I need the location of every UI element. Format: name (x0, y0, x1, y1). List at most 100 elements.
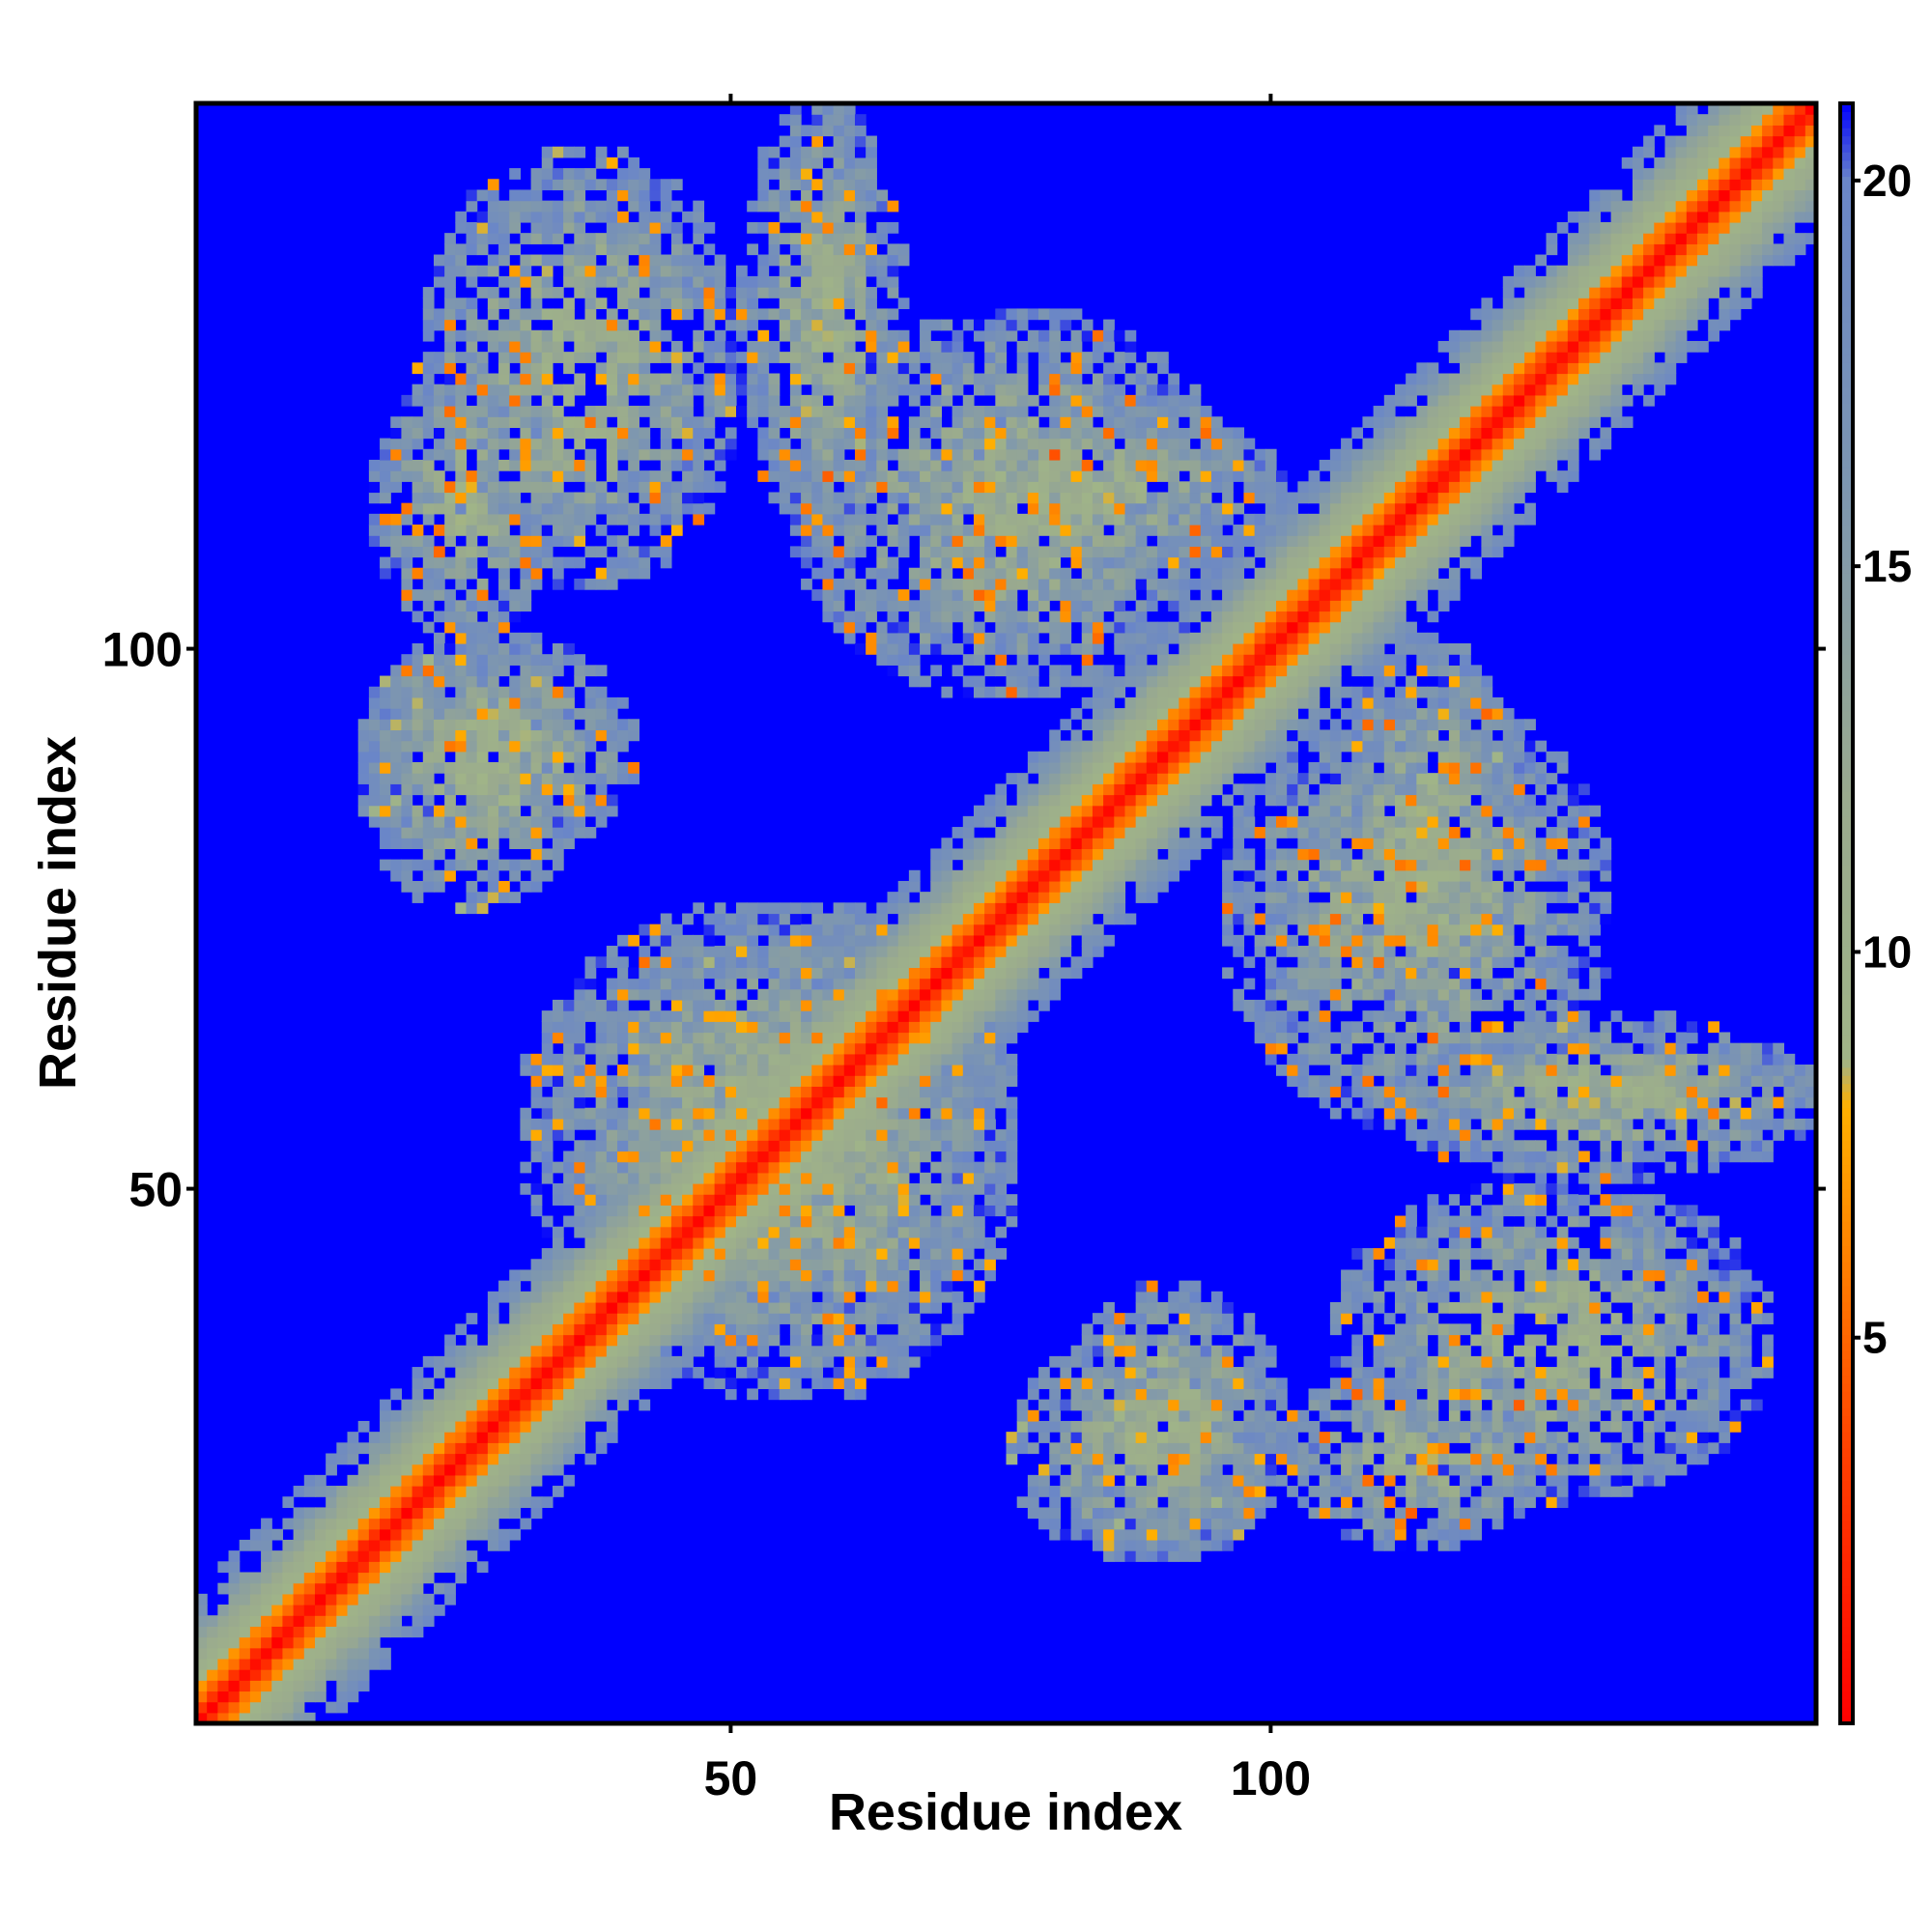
heatmap-cell (412, 1367, 424, 1378)
heatmap-cell (574, 1334, 586, 1347)
heatmap-cell (455, 859, 468, 871)
heatmap-cell (670, 448, 683, 461)
heatmap-cell (1038, 621, 1050, 634)
heatmap-cell (703, 1151, 716, 1163)
heatmap-cell (422, 783, 435, 796)
heatmap-cell (984, 1065, 996, 1076)
heatmap-cell (920, 525, 931, 536)
heatmap-cell (822, 1345, 835, 1357)
heatmap-cell (736, 1226, 748, 1238)
heatmap-cell (606, 1226, 618, 1238)
heatmap-cell (541, 221, 554, 234)
heatmap-cell (833, 1065, 845, 1076)
heatmap-cell (670, 502, 683, 515)
heatmap-cell (487, 869, 499, 882)
heatmap-cell (962, 815, 975, 828)
heatmap-cell (368, 1453, 381, 1465)
heatmap-cell (789, 946, 802, 957)
heatmap-cell (584, 1107, 597, 1120)
heatmap-cell (995, 1129, 1008, 1141)
heatmap-cell (617, 967, 629, 980)
heatmap-cell (390, 761, 403, 774)
heatmap-cell (930, 513, 943, 526)
heatmap-cell (801, 373, 812, 385)
heatmap-cell (822, 103, 835, 115)
heatmap-cell (724, 1118, 737, 1130)
heatmap-cell (649, 1010, 662, 1022)
heatmap-cell (822, 1215, 835, 1228)
heatmap-cell (973, 913, 985, 925)
heatmap-cell (670, 1053, 683, 1065)
heatmap-cell (628, 1280, 639, 1293)
heatmap-cell (422, 1496, 435, 1508)
heatmap-cell (628, 156, 639, 169)
heatmap-cell (466, 513, 478, 526)
heatmap-cell (552, 470, 564, 482)
heatmap-cell (962, 525, 975, 536)
heatmap-cell (801, 438, 812, 450)
heatmap-cell (833, 352, 845, 363)
heatmap-cell (962, 827, 975, 838)
heatmap-cell (887, 632, 899, 644)
heatmap-cell (693, 1065, 705, 1076)
heatmap-cell (768, 1129, 781, 1141)
heatmap-cell (628, 1140, 639, 1152)
heatmap-cell (433, 729, 445, 742)
heatmap-cell (973, 448, 985, 461)
heatmap-cell (1038, 1518, 1050, 1530)
heatmap-cell (347, 1582, 359, 1595)
heatmap-cell (541, 146, 554, 158)
heatmap-cell (995, 513, 1008, 526)
heatmap-cell (595, 1442, 608, 1455)
heatmap-cell (866, 1042, 877, 1055)
heatmap-cell (789, 362, 802, 375)
heatmap-cell (843, 1151, 856, 1163)
heatmap-cell (1016, 308, 1029, 321)
heatmap-cell (682, 1183, 694, 1195)
heatmap-cell (930, 1096, 943, 1109)
heatmap-cell (595, 1259, 608, 1271)
heatmap-cell (866, 611, 877, 623)
heatmap-cell (920, 492, 931, 504)
heatmap-cell (617, 567, 629, 580)
heatmap-cell (854, 373, 867, 385)
heatmap-cell (984, 869, 996, 882)
heatmap-cell (887, 1183, 899, 1195)
heatmap-cell (801, 1032, 812, 1044)
heatmap-cell (412, 1550, 424, 1562)
heatmap-cell (1049, 978, 1061, 990)
heatmap-cell (303, 1680, 316, 1692)
heatmap-cell (1006, 880, 1018, 893)
heatmap-cell (843, 1107, 856, 1120)
heatmap-cell (682, 427, 694, 440)
heatmap-cell (649, 352, 662, 363)
heatmap-cell (973, 892, 985, 903)
heatmap-cell (866, 243, 877, 256)
heatmap-cell (639, 1205, 651, 1217)
heatmap-cell (908, 956, 921, 968)
heatmap-cell (952, 556, 964, 569)
heatmap-cell (584, 233, 597, 244)
heatmap-cell (822, 1140, 835, 1152)
heatmap-cell (455, 373, 468, 385)
heatmap-cell (747, 416, 758, 428)
heatmap-cell (552, 1291, 564, 1303)
heatmap-cell (822, 999, 835, 1011)
heatmap-cell (368, 470, 381, 482)
heatmap-cell (952, 1205, 964, 1217)
heatmap-cell (757, 902, 770, 915)
heatmap-cell (380, 815, 391, 828)
heatmap-cell (466, 221, 478, 234)
heatmap-cell (789, 233, 802, 244)
heatmap-cell (930, 1053, 943, 1065)
heatmap-cell (249, 1669, 262, 1681)
heatmap-cell (660, 1183, 672, 1195)
heatmap-cell (747, 1140, 758, 1152)
heatmap-cell (455, 221, 468, 234)
heatmap-cell (390, 1572, 403, 1584)
heatmap-cell (1027, 600, 1039, 612)
heatmap-cell (833, 978, 845, 990)
heatmap-cell (670, 525, 683, 536)
heatmap-cell (1049, 308, 1061, 321)
heatmap-cell (1060, 848, 1072, 861)
